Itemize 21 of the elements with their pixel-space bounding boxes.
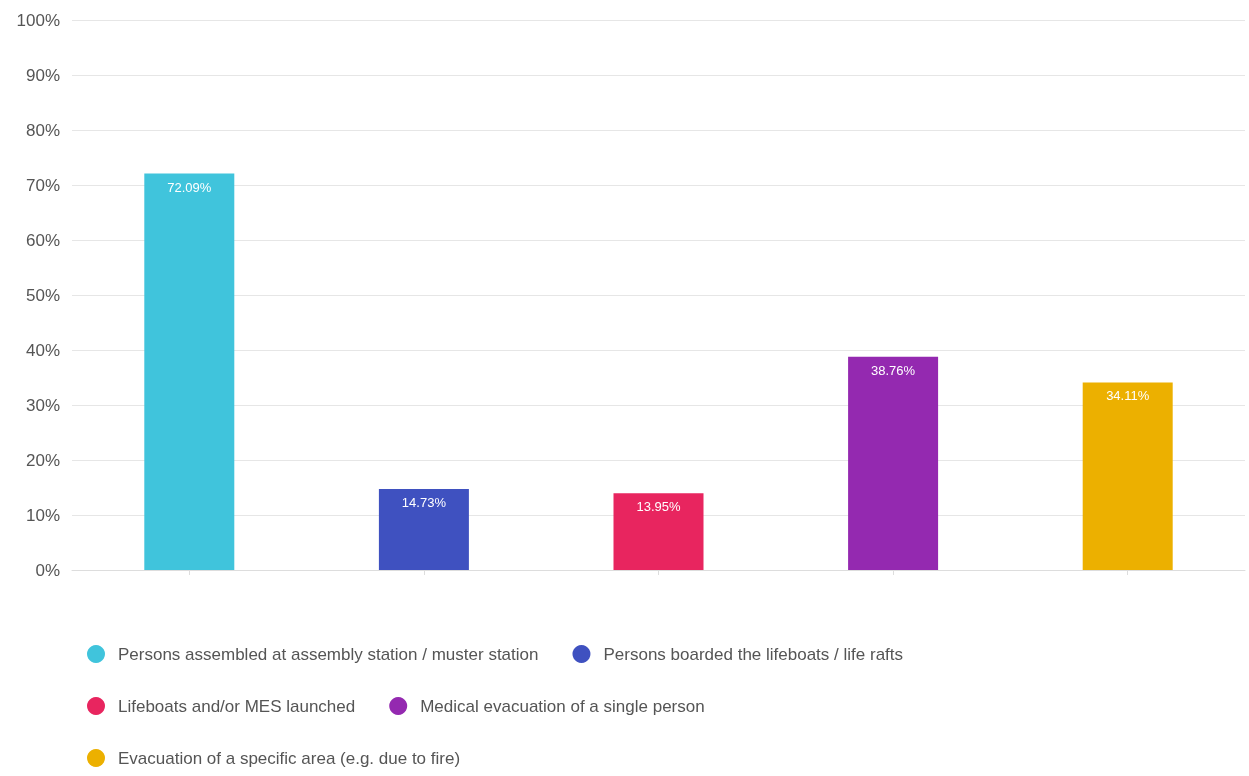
y-tick-label: 30%: [25, 395, 60, 415]
data-label: 34.11%: [1106, 388, 1150, 404]
y-tick-label: 10%: [25, 505, 60, 525]
legend-label: Persons boarded the lifeboats / life rafts: [603, 644, 904, 664]
y-tick-label: 100%: [16, 10, 60, 30]
y-tick-label: 40%: [25, 340, 60, 360]
y-tick-label: 60%: [25, 230, 60, 250]
legend-label: Medical evacuation of a single person: [420, 696, 705, 716]
legend-label: Lifeboats and/or MES launched: [118, 696, 356, 716]
data-label: 72.09%: [167, 179, 212, 195]
y-tick-label: 90%: [25, 65, 60, 85]
y-tick-label: 0%: [35, 560, 60, 580]
data-label: 13.95%: [636, 499, 681, 515]
legend-label: Persons assembled at assembly station / muster station: [118, 644, 539, 664]
y-tick-label: 50%: [25, 285, 60, 305]
legend-label: Evacuation of a specific area (e.g. due to fire): [118, 748, 461, 768]
y-tick-label: 20%: [25, 450, 60, 470]
data-label: 14.73%: [401, 494, 447, 510]
data-label: 38.76%: [871, 362, 916, 378]
y-tick-label: 80%: [25, 120, 60, 140]
y-tick-label: 70%: [25, 175, 60, 195]
